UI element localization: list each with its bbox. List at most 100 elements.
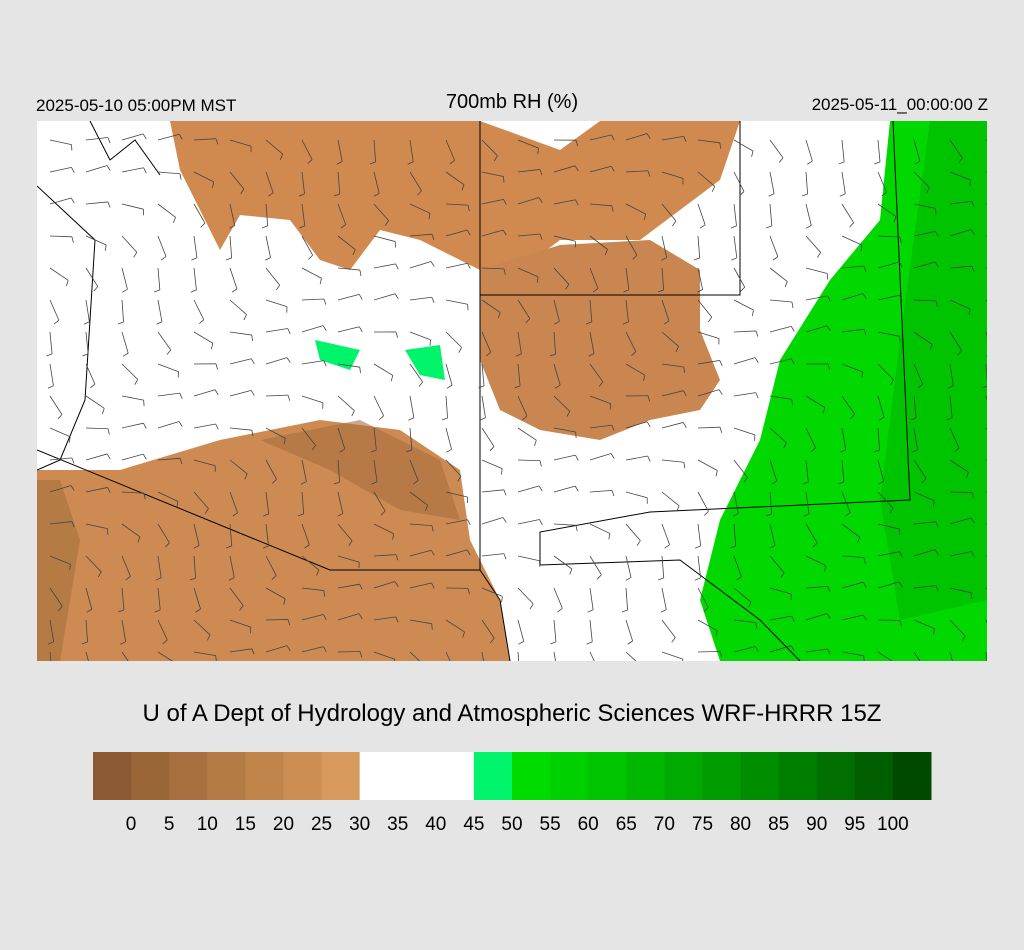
wind-barb [805,267,828,274]
colorbar-box [131,752,170,800]
wind-barb [392,533,395,540]
wind-barb [985,139,987,142]
colorbar-label: 10 [197,814,218,835]
wind-barb [461,184,465,191]
wind-barb [949,200,972,205]
wind-barb [200,222,206,228]
wind-barb [625,455,648,461]
wind-barb [895,664,897,670]
wind-barb [841,328,864,333]
wind-barb [518,640,524,645]
wind-barb [755,392,759,399]
wind-barb [517,519,540,525]
wind-barb [621,609,628,613]
wind-barb [431,297,435,303]
wind-barb [970,229,975,235]
wind-barb [913,261,936,269]
wind-barb [661,651,683,660]
wind-barb [733,299,754,311]
wind-barb [373,523,394,535]
wind-barb [625,555,632,578]
wind-barb [805,459,809,482]
wind-barb [589,619,593,642]
wind-barb [733,555,742,577]
wind-barb [373,235,396,242]
wind-barb [1007,487,1010,492]
wind-barb [265,523,269,546]
wind-barb [118,609,125,613]
wind-barb [913,139,921,162]
wind-barb [229,390,252,397]
wind-barb [824,565,827,572]
wind-barb [85,427,109,430]
wind-barb [373,395,385,416]
wind-barb [841,614,864,621]
wind-barb [199,319,205,325]
wind-barb [268,192,274,197]
wind-barb [501,596,503,603]
wind-barb [122,352,129,357]
wind-barb [481,489,504,493]
wind-barb [1007,518,1010,523]
wind-barb [862,293,867,299]
wind-barb [898,581,903,588]
wind-barb [409,139,414,162]
wind-barb [446,384,453,389]
wind-barb [409,427,413,450]
wind-barb [755,330,759,337]
wind-barb [697,331,720,339]
wind-barb [985,651,987,661]
wind-barb [553,320,560,325]
wind-barb [791,358,795,365]
wind-barb [191,257,198,261]
colorbar-label: 5 [164,814,175,835]
wind-barb [697,389,720,397]
wind-barb [661,523,670,545]
wind-barb [359,584,363,590]
wind-barb [165,542,170,548]
wind-barb [490,638,495,644]
wind-barb [407,161,414,165]
wind-barb [683,462,686,469]
wind-barb [857,536,861,543]
wind-barb [877,235,900,238]
wind-barb [790,326,795,332]
wind-barb [754,357,759,363]
wind-barb [625,491,648,499]
wind-barb [878,480,884,485]
wind-barb [715,630,718,637]
wind-barb [71,457,75,464]
wind-barb [697,171,715,187]
wind-barb [877,139,881,162]
wind-barb [553,395,571,412]
wind-barb [646,133,651,139]
wind-barb [271,575,277,580]
wind-barb [751,310,754,317]
wind-barb [431,582,435,589]
wind-barb [481,139,498,156]
wind-barb [877,459,884,482]
wind-barb [49,457,72,461]
wind-barb [445,363,453,386]
wind-barb [466,229,471,236]
wind-barb [985,235,987,237]
wind-barb [985,203,987,205]
wind-barb [301,235,314,256]
wind-barb [899,620,902,627]
wind-barb [611,134,615,141]
wind-barb [676,505,680,512]
wind-barb [300,481,307,485]
wind-barb [373,459,378,482]
wind-barb [766,225,772,229]
wind-barb [949,459,969,473]
wind-barb [718,389,723,395]
wind-barb [304,544,310,549]
wind-barb [769,555,785,574]
wind-barb [935,231,939,237]
wind-barb [176,501,179,508]
wind-barb [481,517,504,525]
wind-barb [334,193,340,197]
wind-barb [373,554,396,557]
wind-barb [157,491,179,502]
wind-barb [769,587,792,595]
